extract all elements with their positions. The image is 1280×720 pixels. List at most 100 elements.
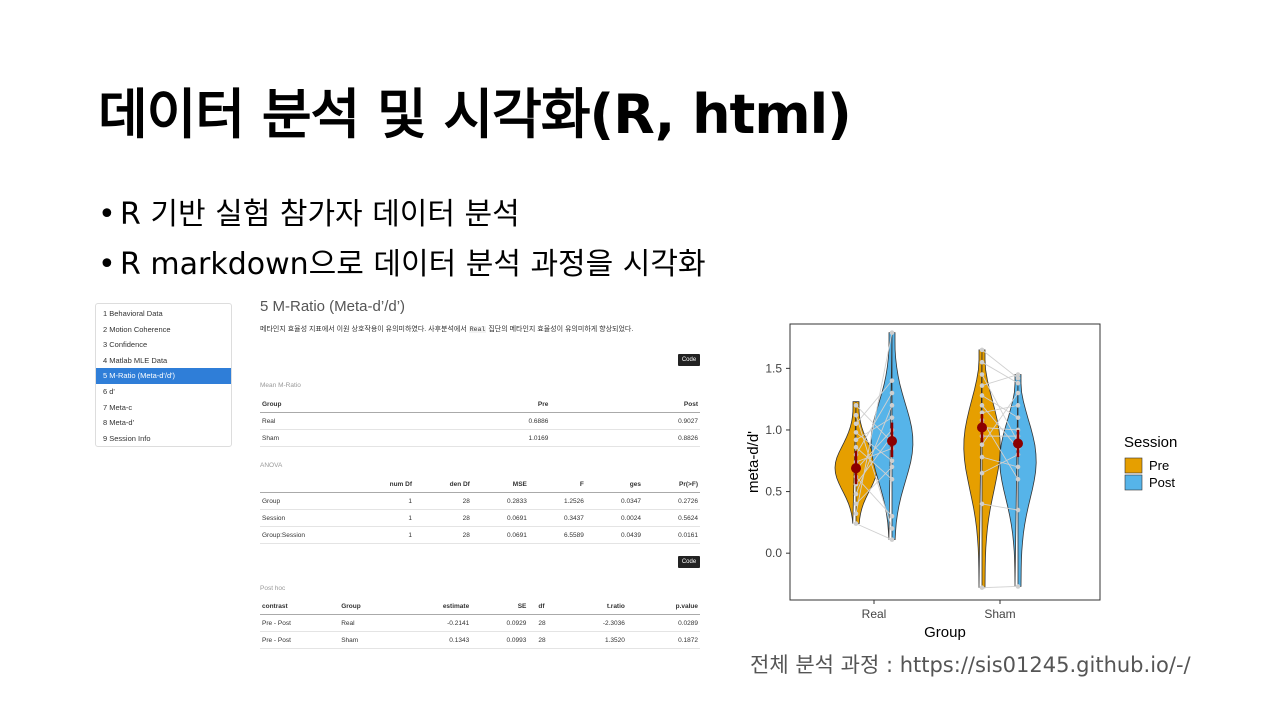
table-cell: 0.8826 (550, 429, 700, 447)
table-cell: Group:Session (260, 526, 340, 544)
table-cell: 0.0161 (642, 526, 700, 544)
toc-item[interactable]: 7 Meta-c (103, 402, 133, 412)
table-cell: 28 (413, 509, 472, 527)
violin-plot: 0.0 0.5 1.0 1.5 Real Sham Group meta-d/d' Sessio… (745, 323, 1177, 641)
y-tick-label: 0.0 (765, 546, 782, 560)
data-point-pre (853, 521, 859, 526)
data-point-post (889, 464, 895, 470)
data-point-pre (853, 444, 859, 450)
data-point-pre (979, 347, 985, 353)
column-header: num Df (339, 477, 414, 493)
table-cell: 1 (339, 492, 414, 510)
table-row: Pre - Post Sham 0.1343 0.0993 28 1.3520 … (260, 631, 700, 649)
table-cell: 0.6886 (524, 412, 551, 430)
data-point-pre (979, 372, 985, 377)
section-heading: 5 M-Ratio (Meta-d’/d’) (260, 298, 406, 315)
column-header: contrast (260, 599, 340, 615)
toc-item[interactable]: 9 Session Info (103, 433, 151, 443)
legend-title: Session (1124, 434, 1177, 451)
code-fold-button[interactable]: Code (678, 556, 700, 568)
x-axis-title: Group (924, 624, 966, 641)
paired-line (855, 380, 893, 425)
table-cell: Group (260, 492, 340, 510)
bullet-dot: • (98, 197, 116, 232)
data-point-pre (853, 511, 859, 517)
toc-item[interactable]: 4 Matlab MLE Data (103, 355, 168, 365)
x-tick-label: Real (862, 607, 887, 621)
data-point-post (889, 526, 895, 531)
data-point-pre (853, 403, 859, 408)
column-header: p.value (626, 599, 700, 615)
y-axis-title: meta-d/d' (745, 431, 762, 493)
posthoc-table-caption: Post hoc (260, 585, 286, 592)
bullet-dot: • (98, 247, 116, 282)
toc-item[interactable]: 5 M-Ratio (Meta-d'/d') (96, 368, 231, 384)
data-point-post (889, 458, 895, 464)
table-cell: 0.1343 (405, 631, 472, 649)
data-point-pre (979, 359, 985, 365)
toc-item[interactable]: 3 Confidence (103, 340, 148, 350)
toc-item[interactable]: 1 Behavioral Data (103, 309, 163, 318)
mean-point (977, 422, 987, 433)
column-header: MSE (471, 477, 529, 493)
data-point-pre (979, 393, 985, 398)
data-point-post (889, 513, 895, 519)
legend-label: Pre (1149, 458, 1169, 473)
table-cell: Session (260, 509, 340, 527)
column-header: den Df (413, 477, 472, 493)
table-cell: 1.2526 (528, 492, 586, 510)
toc-item[interactable]: 8 Meta-d' (103, 418, 135, 428)
table-cell: 28 (528, 614, 555, 632)
table-cell: 0.1872 (626, 631, 700, 649)
paired-line (855, 435, 893, 485)
paired-line (981, 427, 1019, 431)
data-point-pre (853, 501, 859, 507)
data-point-post (1015, 390, 1021, 396)
paired-line (981, 395, 1019, 419)
table-row: Session 1 28 0.0691 0.3437 0.0024 0.5624 (260, 509, 700, 527)
data-point-post (1015, 375, 1021, 381)
column-header (260, 477, 340, 493)
mean-point (887, 436, 897, 447)
data-point-pre (853, 430, 859, 435)
table-cell: Pre - Post (260, 631, 340, 649)
table-row: Real 0.6886 0.9027 (260, 412, 700, 430)
paired-line (981, 374, 1019, 443)
table-cell: 0.0289 (626, 614, 700, 632)
data-point-post (1015, 464, 1021, 470)
table-cell: 1 (339, 526, 414, 544)
bullet-item: • R 기반 실험 참가자 데이터 분석 (98, 190, 706, 240)
table-cell: 0.2833 (471, 492, 529, 510)
table-cell: Sham (260, 429, 524, 447)
inline-code: Real (468, 326, 487, 333)
table-cell: 28 (413, 492, 472, 510)
table-cell: 0.2726 (642, 492, 700, 510)
data-point-pre (853, 437, 859, 443)
paired-line (981, 419, 1019, 480)
posthoc-table: contrast Group estimate SE df t.ratio p.… (260, 599, 700, 649)
table-cell: 1.0169 (524, 429, 551, 447)
data-point-pre (979, 454, 985, 460)
column-header: estimate (405, 599, 472, 615)
table-cell: Pre - Post (260, 614, 340, 632)
data-point-post (889, 537, 895, 542)
toc-item[interactable]: 2 Motion Coherence (103, 324, 171, 334)
code-fold-button[interactable]: Code (678, 354, 700, 366)
table-cell: Sham (339, 631, 406, 649)
column-header: Group (260, 397, 524, 413)
table-cell: 6.5589 (528, 526, 586, 544)
table-cell: 28 (528, 631, 555, 649)
table-row: Pre - Post Real -0.2141 0.0929 28 -2.303… (260, 614, 700, 632)
paired-line (855, 446, 893, 480)
table-row: Group:Session 1 28 0.0691 6.5589 0.0439 … (260, 526, 700, 544)
toc-item[interactable]: 6 d' (103, 386, 115, 396)
table-cell: 28 (413, 526, 472, 544)
column-header: Pr(>F) (642, 477, 700, 493)
paragraph-text: 집단의 메타인지 효율성이 유의미하게 향상되었다. (486, 326, 634, 333)
data-point-post (889, 330, 895, 335)
mean-table-caption: Mean M-Ratio (260, 382, 301, 389)
table-cell: Real (260, 412, 524, 430)
paired-line (981, 361, 1019, 384)
data-point-pre (979, 585, 985, 590)
paired-line (981, 456, 1019, 468)
